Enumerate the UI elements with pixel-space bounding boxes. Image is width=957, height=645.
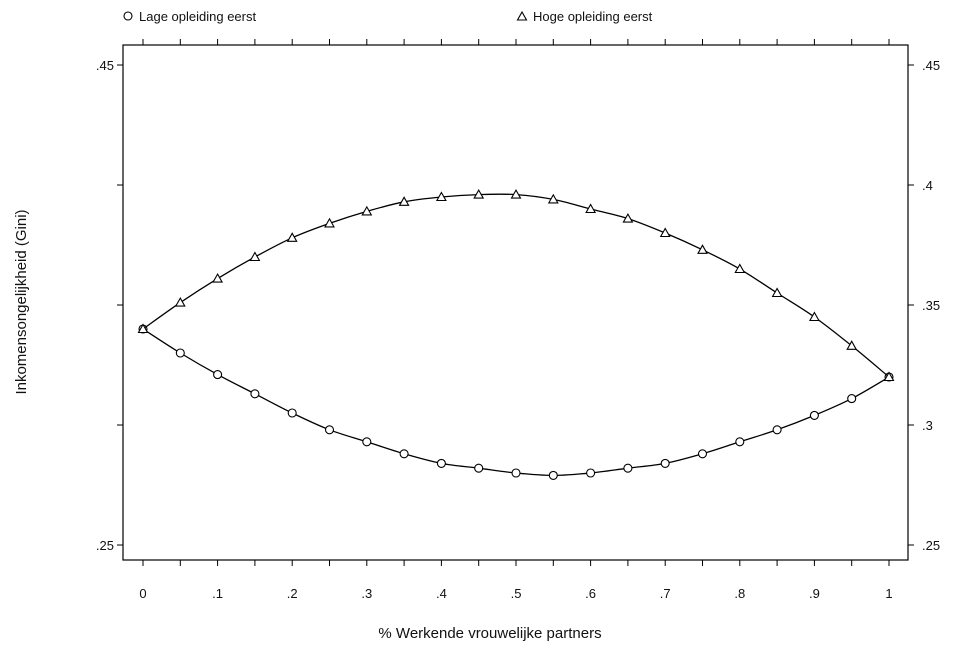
data-point-circle	[324, 425, 335, 435]
data-point-circle	[287, 408, 297, 418]
y-tick-label-right: .45	[922, 58, 940, 73]
x-tick-label: .7	[660, 586, 671, 601]
data-point-triangle	[398, 196, 410, 206]
data-point-triangle	[510, 188, 522, 199]
data-point-circle	[511, 468, 521, 478]
data-point-triangle	[361, 205, 373, 216]
x-axis-bottom: 0 .1 .2 .3 .4 .5 .6 .7 .8 .9 1	[139, 560, 893, 601]
x-tick-label: .1	[212, 586, 223, 601]
x-tick-label: .4	[436, 586, 447, 601]
data-point-triangle	[212, 272, 224, 283]
data-point-circle	[213, 370, 223, 380]
data-point-triangle	[622, 212, 634, 223]
plot-frame	[122, 44, 909, 561]
data-point-circle	[362, 437, 372, 447]
data-point-triangle	[808, 311, 820, 322]
data-point-circle	[250, 389, 260, 399]
data-point-triangle	[324, 217, 335, 228]
y-tick-label-right: .25	[922, 538, 940, 553]
series-line-2	[142, 193, 890, 378]
x-axis-title: % Werkende vrouwelijke partners	[378, 625, 601, 642]
x-tick-label: .2	[287, 586, 298, 601]
x-tick-label: .9	[809, 586, 820, 601]
legend-label-series-1: Lage opleiding eerst	[139, 9, 256, 24]
data-point-triangle	[659, 227, 671, 238]
data-point-triangle	[697, 244, 708, 254]
legend-circle-marker	[123, 11, 133, 21]
y-axis-right: .25 .3 .35 .4 .45	[908, 58, 940, 553]
data-point-triangle	[846, 340, 858, 350]
data-point-circle	[175, 348, 185, 358]
data-point-triangle	[174, 296, 186, 307]
legend-triangle-marker	[516, 10, 528, 21]
x-axis-top	[142, 39, 890, 45]
data-point-triangle	[585, 203, 597, 214]
data-point-circle	[623, 463, 633, 473]
data-point-circle	[548, 470, 558, 480]
y-tick-label-right: .35	[922, 298, 940, 313]
legend: Lage opleiding eerst Hoge opleiding eers…	[123, 9, 653, 24]
data-point-triangle	[734, 263, 746, 274]
data-point-triangle	[286, 232, 298, 242]
data-point-triangle	[547, 193, 559, 204]
data-point-circle	[847, 394, 857, 404]
y-axis-left: .25 .45	[96, 58, 123, 553]
x-tick-label: 1	[885, 586, 892, 601]
data-point-triangle	[137, 323, 149, 334]
x-tick-label: .3	[361, 586, 372, 601]
data-point-triangle	[883, 371, 895, 382]
series-layer	[137, 188, 895, 480]
data-point-triangle	[771, 287, 783, 298]
y-tick-label-left: .25	[96, 538, 114, 553]
y-axis-title: Inkomensongelijkheid (Gini)	[13, 209, 30, 394]
data-point-circle	[660, 458, 670, 468]
x-tick-label: .6	[585, 586, 596, 601]
x-tick-label: 0	[139, 586, 146, 601]
data-point-circle	[586, 468, 596, 478]
data-point-triangle	[473, 188, 485, 199]
data-point-triangle	[249, 251, 261, 262]
y-tick-label-left: .45	[96, 58, 114, 73]
data-point-circle	[474, 463, 484, 473]
data-point-circle	[399, 449, 409, 459]
data-point-circle	[772, 425, 782, 435]
data-point-circle	[436, 458, 446, 468]
data-point-circle	[735, 437, 745, 447]
data-point-circle	[697, 449, 708, 459]
series-line-1	[142, 328, 890, 477]
x-tick-label: .5	[511, 586, 522, 601]
y-tick-label-right: .3	[922, 418, 933, 433]
y-tick-label-right: .4	[922, 178, 933, 193]
data-point-triangle	[435, 191, 447, 202]
legend-label-series-2: Hoge opleiding eerst	[533, 9, 653, 24]
data-point-circle	[809, 410, 819, 420]
x-tick-label: .8	[734, 586, 745, 601]
